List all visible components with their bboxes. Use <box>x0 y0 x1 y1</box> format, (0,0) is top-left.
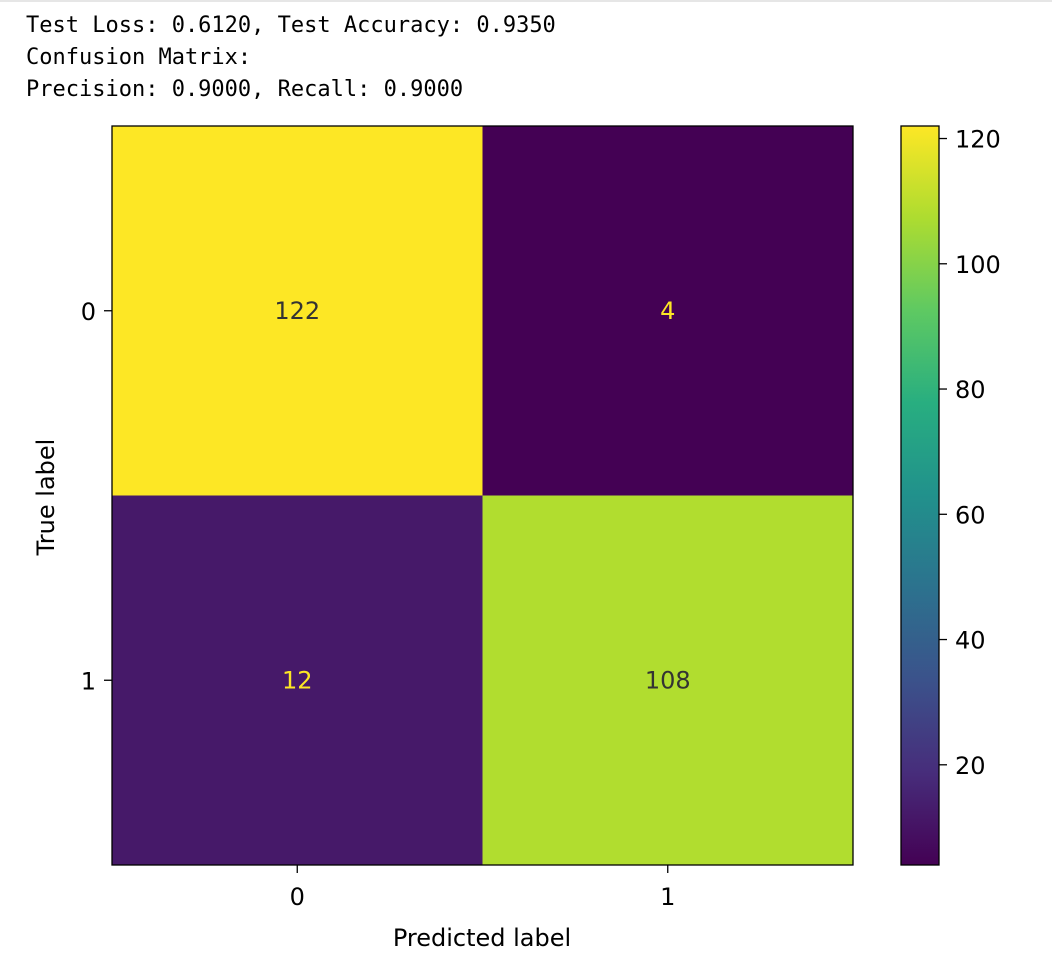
y-axis-label: True label <box>32 439 60 557</box>
y-tick-label: 1 <box>81 667 96 695</box>
y-tick-label: 0 <box>81 298 96 326</box>
confusion-matrix-heading: Confusion Matrix: <box>26 45 252 70</box>
colorbar-tick-label: 80 <box>955 376 986 404</box>
colorbar-tick-label: 20 <box>955 752 986 780</box>
test-metrics-line: Test Loss: 0.6120, Test Accuracy: 0.9350 <box>26 13 556 38</box>
cell-value-label: 12 <box>282 666 313 694</box>
x-tick-label: 0 <box>290 883 305 911</box>
heatmap-cell <box>112 126 483 496</box>
x-axis-label: Predicted label <box>393 924 571 952</box>
colorbar-ticks: 20 40 60 80 100 120 <box>939 126 1001 780</box>
x-tick-label: 1 <box>660 883 675 911</box>
cell-output-text: Test Loss: 0.6120, Test Accuracy: 0.9350… <box>26 10 556 106</box>
colorbar-tick-label: 100 <box>955 251 1001 279</box>
precision-recall-line: Precision: 0.9000, Recall: 0.9000 <box>26 77 464 102</box>
cell-value-label: 4 <box>660 297 675 325</box>
heatmap-cell <box>112 495 483 866</box>
heatmap-cell-labels: 122 4 12 108 <box>274 297 690 695</box>
heatmap-cell <box>482 495 854 866</box>
colorbar-gradient <box>901 126 939 865</box>
heatmap-cell <box>482 126 854 496</box>
colorbar-tick-label: 120 <box>955 126 1001 154</box>
colorbar-tick-label: 60 <box>955 501 986 529</box>
colorbar-tick-label: 40 <box>955 627 986 655</box>
cell-value-label: 108 <box>645 666 691 694</box>
output-top-rule <box>0 0 1052 2</box>
y-axis-ticks: 01 <box>81 298 112 695</box>
heatmap-cells <box>112 126 854 866</box>
cell-value-label: 122 <box>274 297 320 325</box>
colorbar-frame <box>900 125 940 866</box>
plot-frame <box>111 125 854 866</box>
